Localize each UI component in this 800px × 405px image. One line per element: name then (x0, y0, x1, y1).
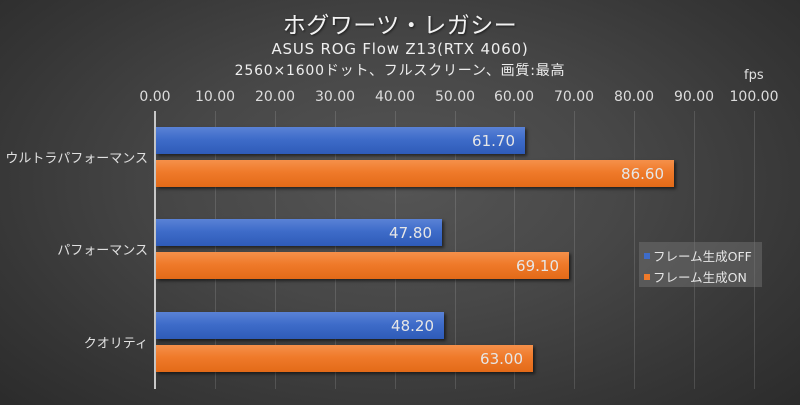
x-tick-label: 40.00 (374, 89, 416, 105)
gridline (754, 111, 755, 389)
bar-value-label: 69.10 (516, 256, 559, 275)
chart-title: ホグワーツ・レガシー (282, 13, 518, 39)
gridline (455, 111, 456, 389)
bar-performance-off: 47.80 (156, 219, 442, 246)
gridline (574, 111, 575, 389)
x-tick-label: 60.00 (493, 89, 535, 105)
bar-ultra-performance-off: 61.70 (156, 127, 525, 154)
bar-quality-off: 48.20 (156, 312, 444, 339)
y-axis-line (154, 111, 156, 389)
gridline (395, 111, 396, 389)
chart-legend: フレーム生成OFF フレーム生成ON (639, 242, 762, 287)
bar-value-label: 47.80 (389, 223, 432, 242)
bar-quality-on: 63.00 (156, 345, 533, 372)
axis-unit-label: fps (744, 68, 764, 83)
legend-label: フレーム生成ON (653, 270, 747, 285)
bar-value-label: 61.70 (472, 131, 515, 150)
x-tick-label: 10.00 (194, 89, 236, 105)
x-tick-label: 20.00 (254, 89, 296, 105)
x-tick-label: 0.00 (139, 89, 171, 105)
category-label-ultra-performance: ウルトラパフォーマンス (5, 151, 148, 167)
bar-performance-on: 69.10 (156, 252, 569, 279)
gridline (275, 111, 276, 389)
legend-swatch-orange-icon (644, 273, 650, 280)
legend-label: フレーム生成OFF (653, 249, 752, 264)
chart-subtitle-device: ASUS ROG Flow Z13(RTX 4060) (271, 40, 529, 58)
legend-swatch-blue-icon (644, 252, 650, 259)
chart-subtitle-settings: 2560×1600ドット、フルスクリーン、画質:最高 (234, 63, 566, 79)
gridline (634, 111, 635, 389)
bar-value-label: 48.20 (391, 316, 434, 335)
legend-item-on: フレーム生成ON (644, 267, 747, 286)
bar-value-label: 63.00 (480, 349, 523, 368)
x-tick-label: 30.00 (314, 89, 356, 105)
category-label-quality: クオリティ (83, 336, 148, 352)
legend-item-off: フレーム生成OFF (644, 246, 752, 265)
x-tick-label: 80.00 (613, 89, 655, 105)
gridline (215, 111, 216, 389)
gridline (514, 111, 515, 389)
bar-value-label: 86.60 (621, 164, 664, 183)
gridline (694, 111, 695, 389)
bar-ultra-performance-on: 86.60 (156, 160, 674, 187)
x-tick-label: 70.00 (553, 89, 595, 105)
x-tick-label: 100.00 (729, 89, 779, 105)
category-label-performance: パフォーマンス (57, 243, 148, 259)
gridline (335, 111, 336, 389)
x-tick-label: 50.00 (434, 89, 476, 105)
x-tick-label: 90.00 (673, 89, 715, 105)
